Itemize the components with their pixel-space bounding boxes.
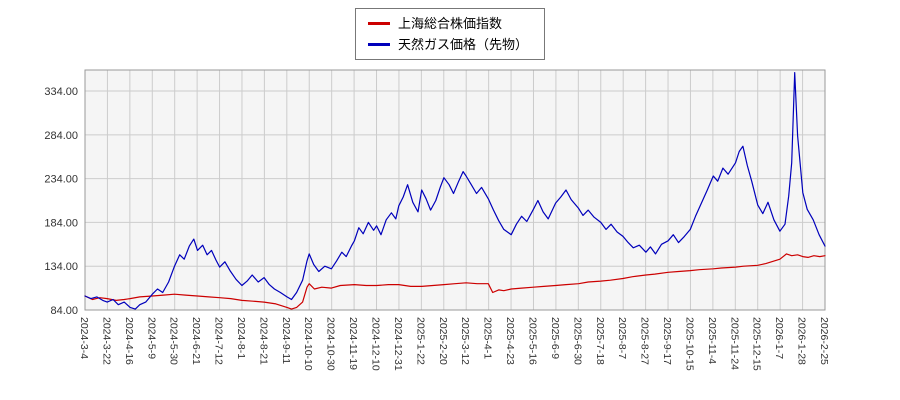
x-tick-label: 2026-1-7 <box>773 317 785 359</box>
y-tick-label: 334.00 <box>44 86 78 98</box>
x-tick-label: 2024-12-31 <box>392 317 404 371</box>
legend-item-shanghai: 上海総合株価指数 <box>367 16 528 32</box>
chart-legend: 上海総合株価指数 天然ガス価格（先物） <box>354 8 546 61</box>
legend-label-shanghai: 上海総合株価指数 <box>397 16 503 31</box>
legend-line-red-icon <box>367 22 390 26</box>
x-tick-label: 2025-10-15 <box>683 317 695 371</box>
legend-item-natural-gas: 天然ガス価格（先物） <box>367 36 529 53</box>
y-tick-label: 184.00 <box>44 217 78 229</box>
legend-line-blue-icon <box>367 42 390 46</box>
x-tick-label: 2025-8-27 <box>639 317 651 365</box>
x-tick-label: 2025-4-23 <box>504 317 516 365</box>
x-tick-label: 2025-7-18 <box>594 317 606 365</box>
x-tick-label: 2024-8-1 <box>235 317 247 359</box>
x-tick-label: 2024-5-30 <box>168 317 180 365</box>
x-tick-label: 2025-4-1 <box>482 317 494 359</box>
x-tick-label: 2024-9-11 <box>280 317 292 364</box>
series-line-natural-gas-futures <box>84 71 826 310</box>
x-tick-label: 2025-11-4 <box>706 317 718 364</box>
x-tick-label: 2025-1-22 <box>414 317 426 365</box>
legend-label-natural-gas: 天然ガス価格（先物） <box>397 36 529 52</box>
y-tick-label: 84.00 <box>50 305 78 317</box>
x-tick-label: 2025-2-20 <box>437 317 449 365</box>
x-tick-label: 2024-11-19 <box>347 317 359 370</box>
x-tick-label: 2024-7-12 <box>213 317 225 365</box>
x-tick-label: 2025-3-12 <box>459 317 471 365</box>
x-tick-label: 2025-8-7 <box>616 317 628 359</box>
series-line-shanghai-composite <box>84 253 826 310</box>
x-tick-label: 2024-6-21 <box>190 317 202 365</box>
x-tick-label: 2024-3-4 <box>78 317 90 359</box>
x-tick-label: 2024-8-21 <box>257 317 269 365</box>
x-tick-label: 2024-10-30 <box>325 317 337 371</box>
x-tick-label: 2025-6-30 <box>571 317 583 365</box>
x-tick-label: 2024-3-22 <box>100 317 112 365</box>
x-tick-label: 2026-1-28 <box>796 317 808 365</box>
y-tick-label: 234.00 <box>44 174 78 186</box>
x-tick-label: 2025-5-16 <box>526 317 538 365</box>
x-tick-label: 2024-12-10 <box>370 317 382 371</box>
x-tick-label: 2025-11-24 <box>728 317 740 370</box>
x-tick-label: 2024-4-16 <box>123 317 135 365</box>
plot-border <box>84 69 826 311</box>
x-tick-label: 2024-10-10 <box>302 317 314 371</box>
y-tick-label: 134.00 <box>44 261 78 273</box>
x-tick-label: 2025-6-9 <box>549 317 561 359</box>
x-tick-label: 2025-12-15 <box>751 317 763 371</box>
y-tick-label: 284.00 <box>44 130 78 142</box>
x-tick-label: 2025-9-17 <box>661 317 673 365</box>
x-tick-label: 2024-5-9 <box>145 317 157 359</box>
x-tick-label: 2026-2-25 <box>818 317 830 365</box>
